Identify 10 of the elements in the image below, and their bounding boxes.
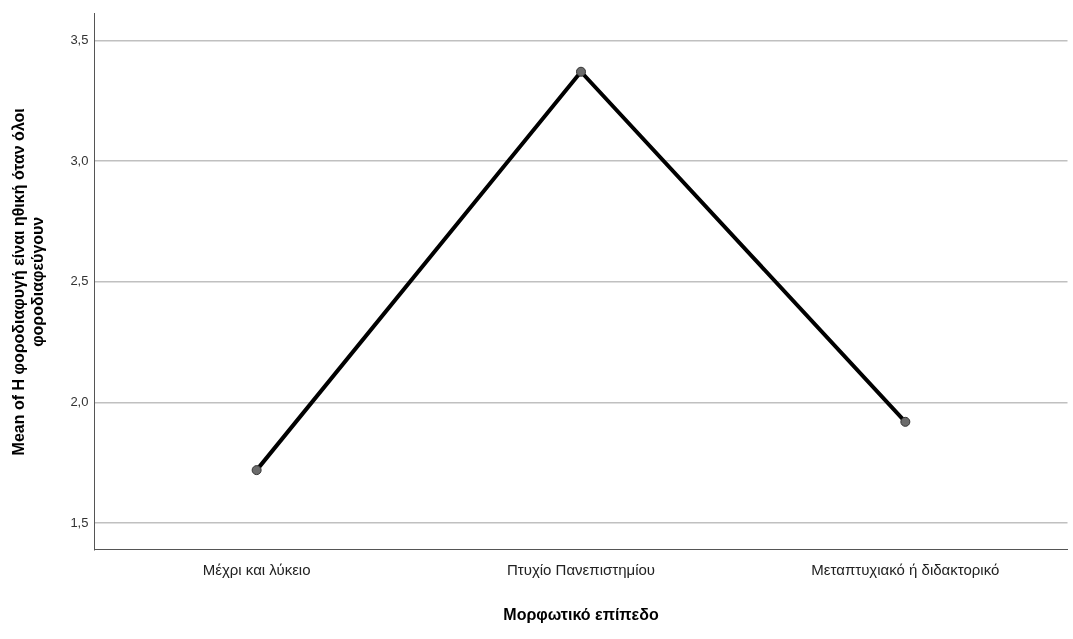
y-tick-label: 3,5 <box>70 31 89 47</box>
y-tick-label: 2,0 <box>70 394 89 410</box>
y-tick-label: 3,0 <box>70 152 89 168</box>
x-tick-label: Πτυχίο Πανεπιστημίου <box>506 560 656 578</box>
x-tick-label: Μέχρι και λύκειο <box>202 560 311 578</box>
y-tick-label: 1,5 <box>70 514 89 530</box>
y-tick-label: 2,5 <box>70 273 89 289</box>
y-axis-title: Mean of Η φοροδιαφυγή είναι ηθική όταν όλοι φοροδιαφεύγουν <box>10 108 47 456</box>
x-axis-title: Μορφωτικό επίπεδο <box>503 605 659 623</box>
x-tick-label: Μεταπτυχιακό ή διδακτορικό <box>811 560 1000 578</box>
